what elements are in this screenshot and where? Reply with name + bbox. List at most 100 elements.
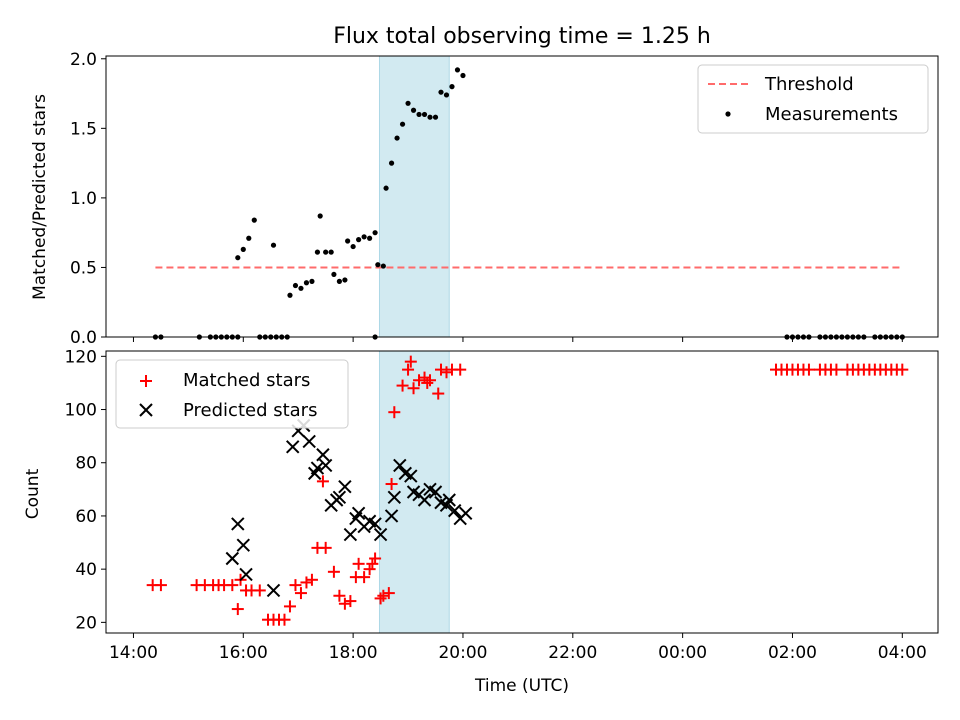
x-tick-label: 16:00 bbox=[219, 643, 268, 663]
measurements-point bbox=[314, 249, 321, 255]
counts-panel: 20 40 60 80 100 120 Count Matched stars Predi… bbox=[23, 347, 939, 638]
measurements-point bbox=[449, 84, 455, 90]
matched-stars-point bbox=[363, 563, 376, 576]
matched-stars-point bbox=[283, 600, 296, 613]
predicted-stars-point bbox=[266, 583, 281, 598]
matched-stars-point bbox=[344, 595, 357, 608]
measurements-point bbox=[388, 160, 395, 166]
x-tick-label: 20:00 bbox=[438, 643, 487, 663]
measurements-point bbox=[421, 111, 428, 118]
matched-stars-point bbox=[154, 579, 167, 592]
measurements-point bbox=[416, 111, 422, 118]
predicted-stars-point bbox=[316, 448, 330, 462]
measurements-point bbox=[331, 271, 337, 278]
measurements-point bbox=[303, 280, 310, 286]
predicted-stars-point bbox=[442, 493, 456, 507]
predicted-stars-point bbox=[310, 461, 325, 475]
ratio-axis-ticks: 0.0 0.5 1.0 1.5 2.0 bbox=[70, 50, 903, 348]
counts-legend-box bbox=[115, 359, 349, 429]
measurements-point bbox=[356, 237, 362, 243]
ratio-panel-frame bbox=[105, 55, 939, 338]
x-axis-label: Time (UTC) bbox=[474, 676, 569, 696]
measurements-point bbox=[432, 114, 439, 120]
matched-stars-point bbox=[396, 379, 409, 392]
matched-stars-point bbox=[300, 576, 313, 589]
predicted-stars-point bbox=[231, 517, 245, 531]
chart-title: Flux total observing time = 1.25 h bbox=[333, 24, 711, 49]
predicted-stars-point bbox=[373, 527, 388, 542]
predicted-stars-point bbox=[459, 506, 473, 520]
x-tick-label: 22:00 bbox=[548, 643, 597, 663]
matched-stars-point bbox=[231, 603, 244, 616]
x-tick-label: 00:00 bbox=[658, 643, 707, 663]
predicted-stars-series bbox=[225, 418, 473, 598]
y-tick-label: 20 bbox=[75, 613, 97, 633]
counts-y-axis-label: Count bbox=[23, 468, 43, 519]
matched-stars-point bbox=[421, 376, 434, 389]
y-tick-label: 80 bbox=[75, 454, 97, 474]
matched-stars-point bbox=[454, 363, 467, 376]
measurements-point bbox=[287, 292, 293, 298]
measurements-point bbox=[410, 107, 417, 113]
predicted-stars-point bbox=[236, 538, 251, 552]
ratio-y-axis-label: Matched/Predicted stars bbox=[30, 94, 50, 300]
matched-stars-point bbox=[413, 374, 426, 387]
measurements-point bbox=[427, 114, 433, 120]
measurements-point bbox=[270, 242, 277, 248]
observing-time-span bbox=[378, 55, 450, 338]
predicted-stars-point bbox=[351, 506, 366, 520]
matched-stars-point bbox=[289, 579, 302, 592]
matched-stars-point bbox=[407, 382, 420, 395]
matched-stars-point bbox=[338, 597, 351, 610]
measurements-point bbox=[383, 185, 389, 191]
predicted-stars-point bbox=[448, 503, 462, 518]
predicted-stars-point bbox=[417, 493, 432, 507]
matched-stars-point bbox=[440, 366, 453, 379]
y-tick-label: 1.5 bbox=[70, 119, 97, 139]
measurements-point bbox=[246, 235, 252, 241]
y-tick-label: 0.0 bbox=[70, 328, 97, 348]
ratio-panel: 0.00.51.01.52.0 Matched/Predicted stars … bbox=[30, 50, 939, 348]
measurements-point bbox=[361, 234, 367, 240]
x-tick-label: 04:00 bbox=[878, 643, 927, 663]
y-tick-label: 120 bbox=[65, 347, 97, 367]
measurements-point bbox=[342, 277, 348, 283]
measurements-point bbox=[454, 67, 461, 73]
matched-stars-point bbox=[333, 589, 346, 602]
predicted-legend-label: Predicted stars bbox=[183, 400, 317, 421]
matched-stars-point bbox=[253, 584, 266, 597]
measurements-point bbox=[345, 238, 351, 244]
matched-stars-point bbox=[358, 571, 371, 584]
y-tick-label: 40 bbox=[75, 560, 97, 580]
measurements-point bbox=[350, 243, 356, 250]
predicted-stars-point bbox=[384, 509, 399, 523]
threshold-legend-label: Threshold bbox=[764, 74, 854, 95]
matched-stars-point bbox=[802, 363, 815, 376]
measurements-point bbox=[336, 278, 342, 284]
y-tick-label: 100 bbox=[65, 401, 97, 421]
ratio-legend: Threshold Measurements bbox=[697, 64, 929, 134]
counts-axis-ticks: 20 40 60 80 100 120 bbox=[65, 347, 903, 638]
predicted-stars-point bbox=[404, 469, 418, 483]
measurements-point bbox=[298, 285, 304, 291]
predicted-stars-point bbox=[343, 527, 358, 542]
measurements-point bbox=[460, 72, 466, 79]
matched-stars-point bbox=[418, 371, 431, 384]
measurements-point bbox=[399, 121, 406, 127]
matched-stars-point bbox=[352, 557, 365, 570]
ratio-legend-box bbox=[697, 64, 929, 134]
measurements-point bbox=[438, 89, 444, 95]
measurements-point bbox=[375, 262, 381, 268]
predicted-stars-point bbox=[368, 517, 382, 531]
matched-stars-point bbox=[319, 541, 332, 554]
y-tick-label: 1.0 bbox=[70, 189, 97, 209]
measurements-point bbox=[443, 92, 450, 98]
matched-stars-point bbox=[305, 573, 318, 586]
predicted-stars-point bbox=[338, 479, 352, 494]
matched-stars-point bbox=[432, 387, 445, 400]
predicted-stars-point bbox=[239, 567, 253, 582]
matched-stars-point bbox=[377, 589, 390, 602]
matched-stars-point bbox=[424, 374, 437, 387]
matched-stars-point bbox=[402, 363, 415, 376]
